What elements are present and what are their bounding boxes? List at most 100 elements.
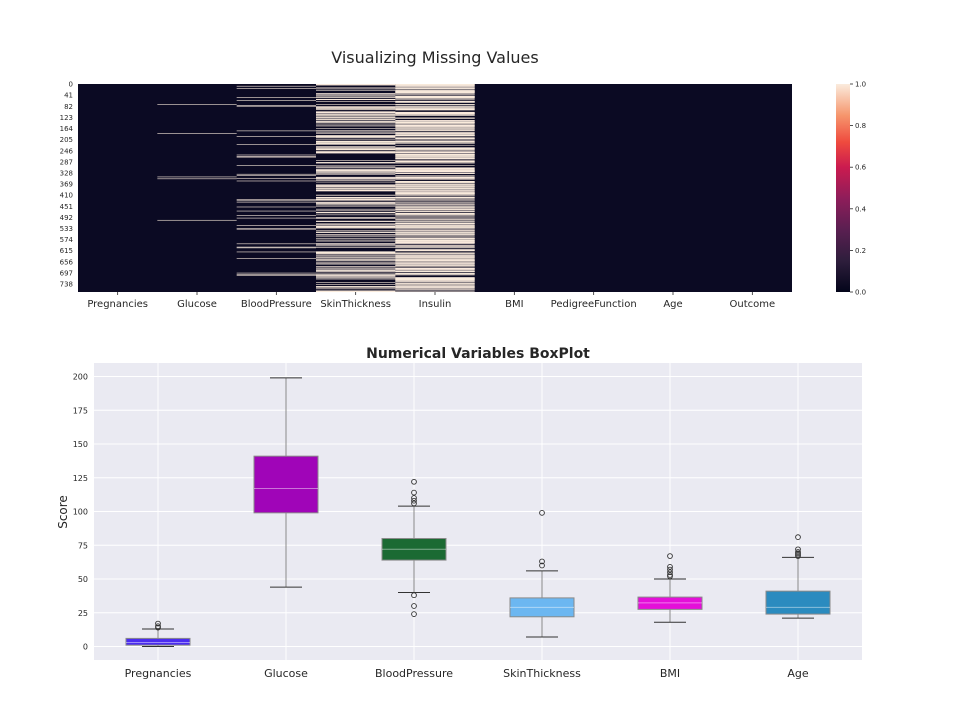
heatmap-missing-cell bbox=[395, 106, 475, 108]
heatmap-missing-cell bbox=[395, 130, 475, 132]
heatmap-missing-cell bbox=[395, 288, 475, 289]
heatmap-missing-cell bbox=[316, 115, 396, 117]
heatmap-missing-cell bbox=[316, 268, 396, 269]
heatmap-missing-cell bbox=[316, 190, 396, 192]
heatmap-missing-cell bbox=[316, 169, 396, 171]
heatmap-missing-cell bbox=[395, 209, 475, 211]
heatmap-missing-cell bbox=[395, 211, 475, 212]
colorbar-ticks: 0.0 0.2 0.4 0.6 0.8 1.0 bbox=[850, 81, 867, 297]
heatmap-missing-cell bbox=[236, 217, 316, 219]
heatmap-missing-cell bbox=[236, 175, 316, 176]
heatmap-missing-cell bbox=[395, 254, 475, 255]
heatmap-missing-cell bbox=[395, 107, 475, 108]
heatmap-column-label: Glucose bbox=[177, 299, 217, 310]
heatmap-missing-cell bbox=[395, 182, 475, 184]
boxplot-x-tick-label: BloodPressure bbox=[375, 667, 453, 680]
box-outlier-point bbox=[411, 611, 417, 617]
heatmap-missing-cell bbox=[316, 286, 396, 287]
heatmap-missing-cell bbox=[395, 188, 475, 189]
heatmap-missing-cell bbox=[395, 261, 475, 262]
heatmap-missing-cell bbox=[395, 115, 475, 116]
heatmap-missing-cell bbox=[316, 198, 396, 199]
boxplot-y-axis-label: Score bbox=[56, 495, 70, 529]
heatmap-missing-cell bbox=[395, 200, 475, 202]
heatmap-missing-cell bbox=[395, 162, 475, 164]
heatmap-missing-cell bbox=[395, 217, 475, 219]
heatmap-missing-cell bbox=[395, 211, 475, 213]
heatmap-column-label: Age bbox=[663, 299, 682, 310]
heatmap-missing-cell bbox=[316, 234, 396, 236]
heatmap-missing-cell bbox=[395, 243, 475, 245]
heatmap-missing-cell bbox=[316, 162, 396, 163]
heatmap-missing-cell bbox=[395, 289, 475, 290]
heatmap-missing-cell bbox=[316, 121, 396, 123]
heatmap-missing-cell bbox=[395, 176, 475, 177]
heatmap-missing-cell bbox=[316, 107, 396, 109]
heatmap-missing-cell bbox=[316, 148, 396, 150]
heatmap-missing-cell bbox=[395, 264, 475, 266]
heatmap-missing-cell bbox=[395, 238, 475, 240]
heatmap-missing-cell bbox=[316, 104, 396, 105]
heatmap-missing-cell bbox=[316, 150, 396, 152]
heatmap-missing-cell bbox=[316, 93, 396, 95]
heatmap-missing-cell bbox=[316, 179, 396, 181]
heatmap-missing-cell bbox=[395, 206, 475, 207]
heatmap-missing-cell bbox=[316, 227, 396, 229]
heatmap-missing-cell bbox=[395, 109, 475, 111]
heatmap-missing-cell bbox=[316, 263, 396, 264]
box-outlier-point bbox=[539, 562, 545, 569]
heatmap-missing-cell bbox=[316, 275, 396, 276]
heatmap-missing-cell bbox=[395, 218, 475, 220]
boxplot-x-tick-label: Pregnancies bbox=[125, 667, 192, 680]
heatmap-missing-cell bbox=[395, 175, 475, 176]
heatmap-missing-cell bbox=[316, 117, 396, 119]
heatmap-missing-cell bbox=[316, 144, 396, 145]
heatmap-missing-cell bbox=[236, 165, 316, 166]
heatmap-missing-cell bbox=[316, 199, 396, 200]
heatmap-missing-cell bbox=[316, 200, 396, 201]
heatmap-missing-cell bbox=[316, 212, 396, 214]
heatmap-missing-cell bbox=[316, 244, 396, 245]
heatmap-missing-cell bbox=[316, 195, 396, 196]
heatmap-missing-cell bbox=[395, 187, 475, 189]
boxplot-y-tick-label: 175 bbox=[73, 406, 88, 415]
box-skinthickness bbox=[509, 509, 575, 638]
heatmap-missing-cell bbox=[395, 140, 475, 142]
heatmap-missing-cell bbox=[316, 225, 396, 227]
heatmap-missing-cell bbox=[316, 231, 396, 233]
heatmap-missing-cell bbox=[395, 195, 475, 196]
heatmap-missing-cell bbox=[395, 190, 475, 191]
boxplot-x-tick-label: Age bbox=[787, 667, 809, 680]
heatmap-missing-cell bbox=[316, 266, 396, 268]
heatmap-missing-cell bbox=[316, 271, 396, 273]
heatmap-missing-cell bbox=[395, 277, 475, 278]
heatmap-missing-cell bbox=[316, 188, 396, 189]
box-iqr bbox=[509, 597, 575, 618]
heatmap-missing-cell bbox=[316, 172, 396, 174]
colorbar-tick-label: 0.6 bbox=[855, 164, 867, 172]
heatmap-column-label: Insulin bbox=[419, 299, 452, 310]
colorbar-tick-label: 1.0 bbox=[855, 81, 866, 89]
heatmap-missing-cell bbox=[316, 257, 396, 258]
heatmap-missing-cell bbox=[395, 227, 475, 228]
heatmap-column-label: Outcome bbox=[730, 299, 776, 310]
heatmap-missing-cell bbox=[395, 104, 475, 105]
heatmap-missing-cell bbox=[316, 239, 396, 241]
heatmap-missing-cell bbox=[395, 286, 475, 288]
heatmap-missing-cell bbox=[236, 210, 316, 212]
heatmap-row-label: 0 bbox=[69, 81, 73, 89]
heatmap-missing-cell bbox=[236, 272, 316, 274]
heatmap-missing-cell bbox=[236, 136, 316, 137]
heatmap-missing-cell bbox=[395, 284, 475, 286]
heatmap-missing-cell bbox=[395, 127, 475, 129]
heatmap-row-label: 328 bbox=[60, 169, 73, 177]
heatmap-missing-cell bbox=[395, 231, 475, 233]
heatmap-missing-cell bbox=[316, 106, 396, 108]
heatmap-missing-cell bbox=[395, 124, 475, 125]
heatmap-missing-cell bbox=[395, 225, 475, 227]
heatmap-missing-cell bbox=[316, 98, 396, 100]
heatmap-missing-cell bbox=[316, 227, 396, 228]
heatmap-missing-cell bbox=[316, 147, 396, 148]
heatmap-missing-cell bbox=[316, 236, 396, 238]
heatmap-row-label: 451 bbox=[60, 203, 73, 211]
